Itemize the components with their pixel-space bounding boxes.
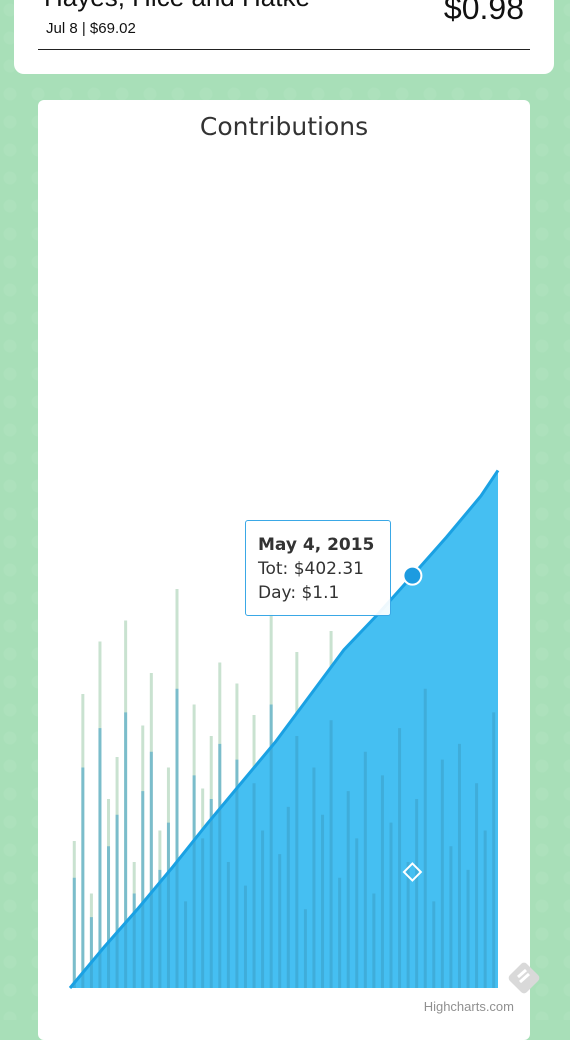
transaction-card[interactable]: Hayes, Hice and Hatke Jul 8 | $69.02 $0.… (14, 0, 554, 74)
tooltip-day: Day: $1.1 (258, 583, 340, 603)
tooltip-date: May 4, 2015 (258, 535, 375, 555)
chart-tooltip: May 4, 2015 Tot: $402.31 Day: $1.1 (245, 520, 391, 616)
chart-title: Contributions (199, 112, 369, 141)
contributions-chart[interactable] (38, 100, 530, 1020)
highlight-point (402, 565, 423, 586)
transaction-meta: Jul 8 | $69.02 (46, 20, 136, 37)
share-icon[interactable] (504, 958, 544, 998)
transaction-name: Hayes, Hice and Hatke (44, 0, 310, 13)
diamond-marker-icon (402, 862, 423, 882)
cumulative-line (68, 469, 500, 989)
divider (38, 49, 530, 50)
chart-credits[interactable]: Highcharts.com (423, 999, 514, 1014)
chart-card: Contributions May 4, 2015 Tot: $402.31 D… (38, 100, 540, 1040)
transaction-amount: $0.98 (443, 0, 524, 26)
tooltip-total: Tot: $402.31 (258, 559, 364, 579)
daily-bars-over-area (72, 688, 496, 988)
